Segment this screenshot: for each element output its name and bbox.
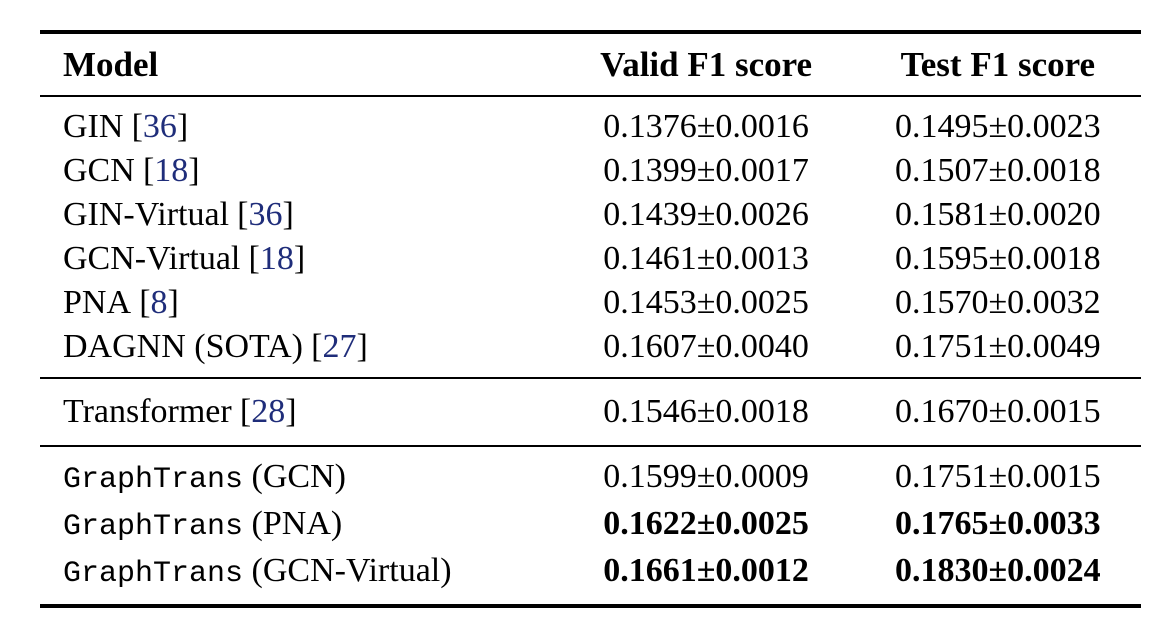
- citation-link[interactable]: 27: [322, 328, 357, 365]
- citation-close-bracket: ]: [356, 328, 368, 365]
- group-divider-rule: [40, 377, 1141, 379]
- table-header-row: Model Valid F1 score Test F1 score: [40, 34, 1141, 95]
- valid-f1-cell: 0.1599±0.0009: [603, 458, 809, 495]
- table-row: DAGNN (SOTA) [27] 0.1607±0.0040 0.1751±0.…: [40, 325, 1141, 369]
- valid-f1-cell: 0.1607±0.0040: [603, 328, 809, 365]
- valid-f1-cell: 0.1661±0.0012: [603, 552, 809, 589]
- test-f1-cell: 0.1670±0.0015: [895, 393, 1101, 430]
- baseline-gnn-group: GIN [36] 0.1376±0.0016 0.1495±0.0023 GCN[…: [40, 97, 1141, 377]
- model-cell: GraphTrans (GCN-Virtual): [40, 549, 557, 596]
- citation-open-bracket: [: [139, 284, 151, 321]
- model-name: Transformer: [63, 393, 232, 430]
- table-row: GraphTrans (PNA) 0.1622±0.0025 0.1765±0.…: [40, 502, 1141, 549]
- test-f1-cell: 0.1595±0.0018: [895, 240, 1101, 277]
- test-f1-cell: 0.1830±0.0024: [895, 552, 1101, 589]
- model-name-mono: GraphTrans: [63, 463, 244, 497]
- model-name: GCN: [63, 152, 135, 189]
- citation-link[interactable]: 28: [251, 393, 286, 430]
- model-name: DAGNN (SOTA): [63, 328, 303, 365]
- model-cell: GCN [18]: [40, 149, 557, 193]
- test-f1-cell: 0.1581±0.0020: [895, 196, 1101, 233]
- valid-f1-cell: 0.1546±0.0018: [603, 393, 809, 430]
- model-name: PNA: [63, 284, 132, 321]
- model-cell: PNA [8]: [40, 281, 557, 325]
- model-cell: GIN [36]: [40, 105, 557, 149]
- citation-close-bracket: ]: [293, 240, 306, 277]
- citation-close-bracket: ]: [188, 152, 200, 189]
- citation-open-bracket: [: [311, 328, 323, 365]
- table-row: GraphTrans (GCN-Virtual) 0.1661±0.0012 0…: [40, 549, 1141, 596]
- model-cell: GraphTrans (GCN): [40, 455, 557, 502]
- group-divider-rule: [40, 445, 1141, 447]
- valid-f1-cell: 0.1453±0.0025: [603, 284, 809, 321]
- transformer-group: Transformer [28] 0.1546±0.0018 0.1670±0.0…: [40, 379, 1141, 445]
- test-f1-cell: 0.1751±0.0015: [895, 458, 1101, 495]
- table-row: PNA [8] 0.1453±0.0025 0.1570±0.0032: [40, 281, 1141, 325]
- test-f1-cell: 0.1765±0.0033: [895, 505, 1101, 542]
- citation-open-bracket: [: [237, 196, 249, 233]
- column-header-test-f1: Test F1 score: [900, 45, 1096, 84]
- valid-f1-cell: 0.1399±0.0017: [603, 152, 809, 189]
- citation-link[interactable]: 18: [259, 240, 294, 277]
- column-header-valid-f1: Valid F1 score: [600, 45, 813, 84]
- test-f1-cell: 0.1495±0.0023: [895, 108, 1101, 145]
- citation-open-bracket: [: [248, 240, 260, 277]
- header-divider-rule: [40, 95, 1141, 97]
- model-cell: GIN-Virtual [36]: [40, 193, 557, 237]
- model-name: GCN-Virtual: [63, 240, 241, 277]
- table-row: GraphTrans (GCN) 0.1599±0.0009 0.1751±0.…: [40, 455, 1141, 502]
- table-row: Transformer [28] 0.1546±0.0018 0.1670±0.0…: [40, 390, 1141, 434]
- citation-close-bracket: ]: [167, 284, 179, 321]
- model-cell: GCN-Virtual [18]: [40, 237, 557, 281]
- citation-open-bracket: [: [142, 152, 155, 189]
- test-f1-cell: 0.1507±0.0018: [895, 152, 1101, 189]
- model-name-variant: (GCN): [243, 458, 346, 495]
- table-row: GCN [18] 0.1399±0.0017 0.1507±0.0018: [40, 149, 1141, 193]
- model-name-variant: (GCN-Virtual): [243, 552, 452, 589]
- model-name-mono: GraphTrans: [63, 510, 244, 544]
- model-name-variant: (PNA): [243, 505, 343, 542]
- valid-f1-cell: 0.1622±0.0025: [603, 505, 809, 542]
- table-row: GCN-Virtual [18] 0.1461±0.0013 0.1595±0.0…: [40, 237, 1141, 281]
- citation-link[interactable]: 36: [142, 108, 177, 145]
- valid-f1-cell: 0.1439±0.0026: [603, 196, 809, 233]
- citation-link[interactable]: 8: [150, 284, 168, 321]
- valid-f1-cell: 0.1376±0.0016: [603, 108, 809, 145]
- table-top-rule: [40, 30, 1141, 34]
- column-header-model: Model: [63, 45, 159, 84]
- model-name: GIN-Virtual: [63, 196, 230, 233]
- citation-link[interactable]: 18: [154, 152, 189, 189]
- model-name-mono: GraphTrans: [63, 557, 244, 591]
- test-f1-cell: 0.1751±0.0049: [895, 328, 1101, 365]
- model-name: GIN: [63, 108, 124, 145]
- citation-link[interactable]: 36: [248, 196, 283, 233]
- model-cell: GraphTrans (PNA): [40, 502, 557, 549]
- graphtrans-group: GraphTrans (GCN) 0.1599±0.0009 0.1751±0.…: [40, 447, 1141, 604]
- citation-close-bracket: ]: [285, 393, 297, 430]
- table-row: GIN [36] 0.1376±0.0016 0.1495±0.0023: [40, 105, 1141, 149]
- table-bottom-rule: [40, 604, 1141, 608]
- results-table: Model Valid F1 score Test F1 score GIN [3…: [40, 30, 1141, 608]
- citation-close-bracket: ]: [176, 108, 189, 145]
- model-cell: DAGNN (SOTA) [27]: [40, 325, 557, 369]
- citation-close-bracket: ]: [282, 196, 294, 233]
- citation-open-bracket: [: [239, 393, 252, 430]
- model-cell: Transformer [28]: [40, 390, 557, 434]
- citation-open-bracket: [: [131, 108, 143, 145]
- table-row: GIN-Virtual [36] 0.1439±0.0026 0.1581±0.0…: [40, 193, 1141, 237]
- test-f1-cell: 0.1570±0.0032: [895, 284, 1101, 321]
- valid-f1-cell: 0.1461±0.0013: [603, 240, 809, 277]
